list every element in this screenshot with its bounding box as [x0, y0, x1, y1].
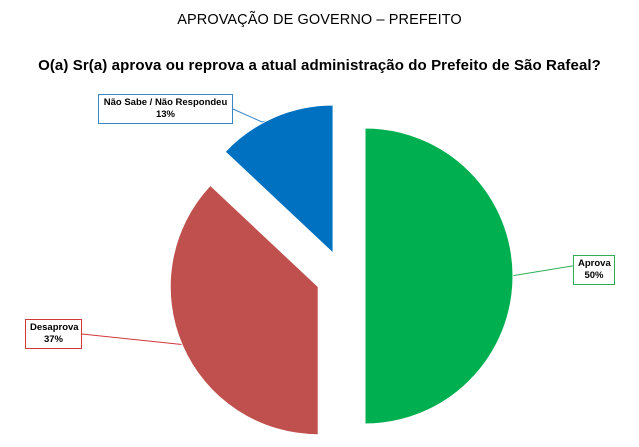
slice-label-desaprova: Desaprova 37%: [25, 319, 82, 349]
slice-label-desaprova-value: 37%: [43, 334, 63, 345]
slice-label-nao-sabe: Não Sabe / Não Respondeu 13%: [98, 94, 233, 124]
slice-label-desaprova-name: Desaprova: [30, 322, 79, 333]
pie-slice-aprova: [364, 127, 514, 425]
slice-label-aprova-name: Aprova: [578, 258, 611, 269]
pie-slice-desaprova: [169, 184, 319, 436]
leader-line-desaprova: [81, 333, 185, 346]
slice-label-aprova-value: 50%: [584, 270, 604, 281]
page-heading: APROVAÇÃO DE GOVERNO – PREFEITO: [177, 12, 462, 28]
chart-title: O(a) Sr(a) aprova ou reprova a atual adm…: [38, 57, 601, 74]
slice-label-nao-sabe-value: 13%: [155, 109, 175, 120]
pie-slice-nao-sabe: [224, 104, 334, 255]
slice-label-nao-sabe-name: Não Sabe / Não Respondeu: [103, 97, 228, 108]
slice-label-aprova: Aprova 50%: [573, 255, 615, 285]
leader-line-aprova: [510, 265, 574, 277]
